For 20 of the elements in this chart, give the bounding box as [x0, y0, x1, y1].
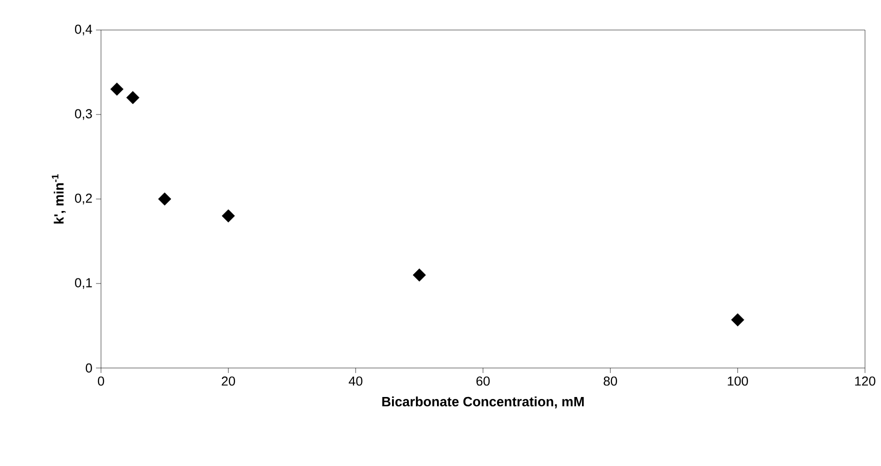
point — [158, 192, 172, 206]
x-tick-label: 60 — [476, 376, 490, 386]
x-tick-label: 0 — [98, 376, 104, 386]
point — [126, 91, 140, 104]
y-tick-label: 0,2 — [74, 194, 92, 204]
x-axis-title: Bicarbonate Concentration, mM — [382, 396, 584, 408]
point — [222, 209, 235, 222]
x-tick-label: 20 — [222, 376, 236, 386]
point — [110, 82, 124, 96]
x-tick-label: 120 — [855, 376, 876, 386]
point — [731, 313, 744, 326]
x-tick-label: 40 — [348, 376, 362, 386]
y-tick-label: 0,3 — [74, 109, 92, 120]
x-tick-label: 100 — [728, 376, 748, 386]
y-tick-label: 0 — [86, 363, 92, 373]
y-tick-label: 0,4 — [74, 24, 92, 36]
y-tick-label: 0,1 — [74, 278, 92, 289]
y-axis-title: k', min$^{-1}$ — [52, 174, 66, 224]
point — [412, 268, 426, 282]
x-tick-label: 80 — [604, 376, 618, 386]
